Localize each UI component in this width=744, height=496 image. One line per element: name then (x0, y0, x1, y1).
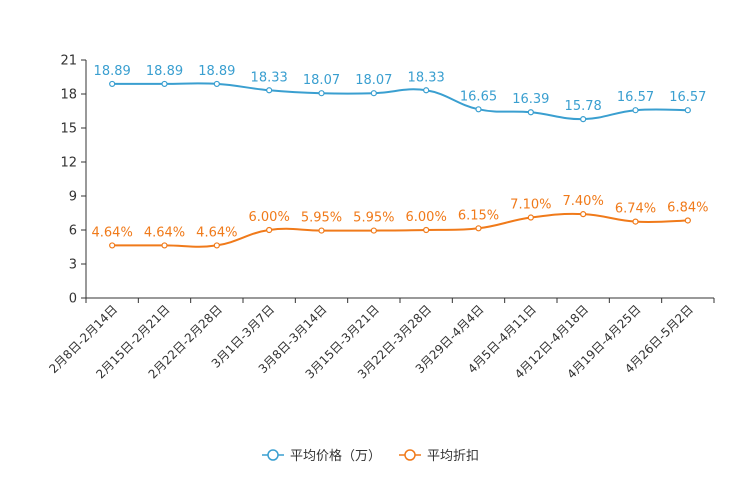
data-point (213, 80, 220, 88)
legend-item-2[interactable]: 平均折扣 (399, 449, 479, 464)
data-label: 5.95% (353, 211, 394, 226)
x-axis: 2月8日-2月14日2月15日-2月21日2月22日-2月28日3月1日-3月7… (46, 297, 715, 382)
data-label: 4.64% (196, 225, 237, 240)
data-point (580, 116, 587, 123)
legend-label: 平均折扣 (427, 449, 479, 464)
data-label: 7.10% (510, 198, 551, 213)
data-point (527, 109, 534, 116)
legend-item-1[interactable]: 平均价格（万） (262, 448, 381, 464)
y-axis: 0 3 6 9 12 15 18 21 (60, 54, 87, 307)
data-point (475, 106, 482, 113)
data-label: 4.64% (144, 225, 185, 240)
data-label: 6.00% (406, 210, 447, 225)
data-point (527, 214, 534, 221)
data-label: 16.57 (617, 90, 654, 105)
data-point (423, 87, 430, 94)
data-point (161, 242, 168, 249)
data-label: 18.89 (94, 64, 131, 79)
data-point (370, 227, 377, 234)
data-point (632, 107, 639, 114)
data-point (109, 80, 116, 88)
data-label: 6.74% (615, 202, 656, 217)
data-label: 5.95% (301, 211, 342, 226)
data-label: 16.57 (669, 90, 706, 105)
data-label: 4.64% (92, 225, 133, 240)
data-point (423, 226, 430, 234)
data-point (266, 226, 273, 234)
data-label: 18.07 (355, 73, 392, 88)
y-tick-label: 0 (69, 292, 77, 307)
legend[interactable]: 平均价格（万） 平均折扣 (262, 448, 479, 464)
data-label: 6.00% (249, 210, 290, 225)
data-point (632, 218, 639, 225)
data-label: 18.33 (251, 70, 288, 85)
series-2: 4.64% 4.64% 4.64% 6.00% 5.95% 5.95% 6.00% 6.15%… (92, 194, 708, 249)
y-tick-label: 21 (60, 54, 77, 69)
data-point (684, 107, 691, 114)
data-point (475, 225, 482, 232)
legend-label: 平均价格（万） (290, 448, 381, 464)
data-label: 18.07 (303, 73, 340, 88)
data-label: 18.89 (146, 64, 183, 79)
data-label: 6.84% (667, 200, 708, 215)
data-label: 16.39 (512, 92, 549, 107)
legend-marker-icon (267, 449, 279, 461)
series-line (112, 212, 688, 248)
data-point (318, 227, 325, 234)
data-label: 18.89 (198, 64, 235, 79)
data-label: 15.78 (565, 99, 602, 114)
y-tick-label: 18 (60, 88, 77, 103)
series-1: 18.89 18.89 18.89 18.33 18.07 18.07 18.33 16.65… (94, 64, 706, 123)
y-tick-label: 12 (60, 156, 77, 171)
y-tick-label: 15 (60, 122, 77, 137)
y-tick-label: 6 (69, 224, 77, 239)
data-point (161, 80, 168, 88)
series-line (112, 82, 688, 121)
y-tick-label: 3 (69, 258, 77, 273)
data-point (684, 217, 691, 224)
data-point (318, 90, 325, 97)
legend-marker-icon (404, 449, 416, 461)
data-point (266, 87, 273, 94)
data-label: 18.33 (408, 70, 445, 85)
series-layer: 18.89 18.89 18.89 18.33 18.07 18.07 18.33 16.65… (92, 64, 708, 249)
data-label: 16.65 (460, 89, 497, 104)
data-point (213, 242, 220, 249)
data-label: 6.15% (458, 208, 499, 223)
data-point (370, 90, 377, 97)
data-point (580, 211, 587, 218)
y-tick-label: 9 (69, 190, 77, 205)
data-label: 7.40% (563, 194, 604, 209)
data-point (109, 242, 116, 249)
